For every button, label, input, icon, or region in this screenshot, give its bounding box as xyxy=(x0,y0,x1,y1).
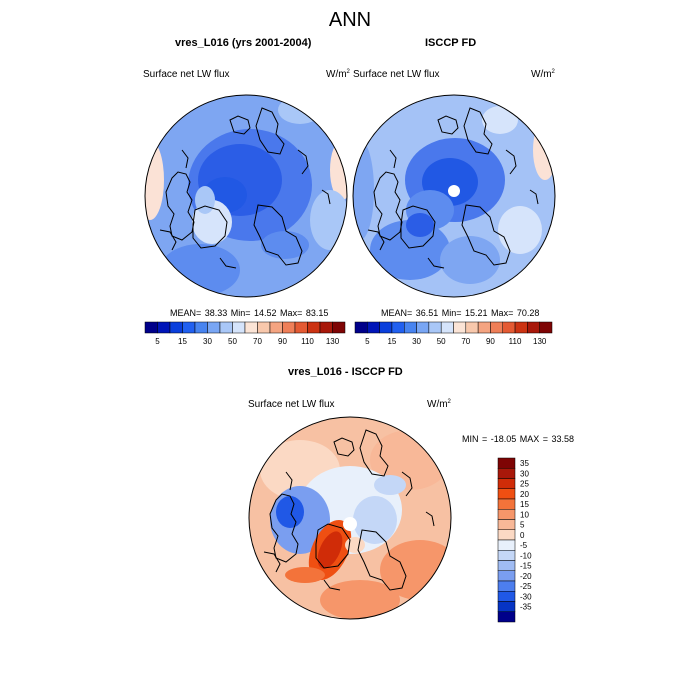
colorbar-diff-swatch xyxy=(497,509,516,520)
colorbar-obs-swatch xyxy=(404,321,417,334)
colorbar-diff-tick-label: -30 xyxy=(520,592,532,601)
colorbar-diff-tick-label: 35 xyxy=(520,459,529,468)
stats-model: MEAN= 38.33 Min= 14.52 Max= 83.15 xyxy=(170,308,329,318)
colorbar-diff-tick-label: -5 xyxy=(520,541,528,550)
colorbar-diff-swatch xyxy=(497,550,516,561)
field-label-obs: Surface net LW flux xyxy=(353,69,440,80)
colorbar-diff-swatch xyxy=(497,519,516,530)
colorbar-model-tick-label: 50 xyxy=(228,337,237,346)
colorbar-obs-swatch xyxy=(490,321,503,334)
colorbar-diff-tick-label: 0 xyxy=(520,531,525,540)
stats-diff: MIN = -18.05 MAX = 33.58 xyxy=(462,434,575,444)
colorbar-diff-tick-label: 5 xyxy=(520,521,525,530)
colorbar-obs-tick-label: 70 xyxy=(461,337,470,346)
colorbar-obs-swatch xyxy=(514,321,528,334)
colorbar-model-swatch xyxy=(169,321,183,334)
colorbar-diff-tick-label: 25 xyxy=(520,480,529,489)
colorbar-diff-swatch xyxy=(497,560,516,571)
colorbar-model-tick-label: 90 xyxy=(278,337,287,346)
colorbar-obs-tick-label: 50 xyxy=(437,337,446,346)
colorbar-diff-swatch xyxy=(497,529,516,541)
colorbar-diff-swatch xyxy=(497,468,516,479)
colorbar-diff-tick-label: 30 xyxy=(520,469,529,478)
colorbar-model-tick-label: 70 xyxy=(253,337,262,346)
colorbar-model-tick-label: 110 xyxy=(301,337,314,346)
colorbar-model-swatch xyxy=(219,321,233,334)
colorbar-model-tick-label: 30 xyxy=(203,337,212,346)
colorbar-obs-swatch xyxy=(416,321,430,334)
colorbar-obs-tick-label: 110 xyxy=(509,337,522,346)
units-obs: W/m2 xyxy=(531,69,555,80)
colorbar-obs-swatch xyxy=(477,321,491,334)
colorbar-model-swatch xyxy=(157,321,171,334)
colorbar-model-swatch xyxy=(182,321,196,334)
colorbar-model-swatch xyxy=(307,321,321,334)
colorbar-diff-swatch xyxy=(497,478,516,489)
colorbar-obs-swatch xyxy=(502,321,516,334)
colorbar-obs-swatch xyxy=(453,321,467,334)
units-model: W/m2 xyxy=(326,69,350,80)
panel-title-obs: ISCCP FD xyxy=(425,37,477,49)
colorbar-diff-tick-label: -25 xyxy=(520,582,532,591)
field-label-model: Surface net LW flux xyxy=(143,69,230,80)
colorbar-diff-swatch xyxy=(497,570,516,582)
colorbar-obs-swatch xyxy=(527,321,540,334)
colorbar-obs-swatch xyxy=(391,321,405,334)
colorbar-model-swatch xyxy=(244,321,258,334)
polar-map-diff xyxy=(248,416,452,620)
colorbar-model-swatch xyxy=(257,321,271,334)
colorbar-obs-swatch xyxy=(465,321,479,334)
colorbar-model-swatch xyxy=(332,321,346,334)
colorbar-obs-swatch xyxy=(428,321,442,334)
colorbar-model-tick-label: 15 xyxy=(178,337,187,346)
figure-title: ANN xyxy=(328,9,372,31)
colorbar-diff-swatch xyxy=(497,498,516,510)
colorbar-model-swatch xyxy=(144,321,158,334)
colorbar-diff-tick-label: 10 xyxy=(520,510,529,519)
colorbar-obs-tick-label: 130 xyxy=(533,337,547,346)
colorbar-obs-tick-label: 15 xyxy=(387,337,396,346)
colorbar-diff-tick-label: 15 xyxy=(520,500,529,509)
colorbar-model-tick-label: 5 xyxy=(155,337,160,346)
colorbar-diff-swatch xyxy=(497,457,516,469)
colorbar-obs-swatch xyxy=(367,321,380,334)
colorbar-model-swatch xyxy=(319,321,333,334)
colorbar-diff-swatch xyxy=(497,488,516,500)
colorbar-diff-tick-label: -15 xyxy=(520,562,532,571)
colorbar-obs-tick-label: 90 xyxy=(486,337,495,346)
units-diff: W/m2 xyxy=(427,399,451,410)
panel-title-model: vres_L016 (yrs 2001-2004) xyxy=(175,37,312,49)
panel-title-diff: vres_L016 - ISCCP FD xyxy=(288,366,403,378)
colorbar-diff-tick-label: -10 xyxy=(520,551,532,560)
colorbar-obs-tick-label: 30 xyxy=(412,337,421,346)
colorbar-model-swatch xyxy=(294,321,308,334)
colorbar-diff-tick-label: -35 xyxy=(520,603,532,612)
colorbar-diff-tick-label: -20 xyxy=(520,572,532,581)
polar-map-model xyxy=(144,94,348,298)
stats-obs: MEAN= 36.51 Min= 15.21 Max= 70.28 xyxy=(381,308,540,318)
colorbar-model-swatch xyxy=(269,321,283,334)
colorbar-diff-swatch xyxy=(497,611,516,623)
colorbar-obs-swatch xyxy=(379,321,393,334)
colorbar-model: 5 15 30 50 70 90 110 130 xyxy=(144,321,346,346)
colorbar-obs-swatch xyxy=(539,321,553,334)
colorbar-model-tick-label: 130 xyxy=(326,337,340,346)
field-label-diff: Surface net LW flux xyxy=(248,399,335,410)
colorbar-diff-swatch xyxy=(497,591,516,602)
colorbar-model-swatch xyxy=(232,321,246,334)
colorbar-model-swatch xyxy=(282,321,296,334)
colorbar-obs-swatch xyxy=(354,321,368,334)
colorbar-diff-swatch xyxy=(497,539,516,551)
colorbar-obs-tick-label: 5 xyxy=(365,337,370,346)
colorbar-diff-tick-label: 20 xyxy=(520,490,529,499)
colorbar-obs: 5 15 30 50 70 90 110 130 xyxy=(354,321,553,346)
colorbar-diff-swatch xyxy=(497,601,516,612)
colorbar-model-swatch xyxy=(194,321,208,334)
polar-map-obs xyxy=(352,94,556,298)
colorbar-model-swatch xyxy=(207,321,221,334)
colorbar-obs-swatch xyxy=(440,321,454,334)
colorbar-diff-swatch xyxy=(497,580,516,592)
